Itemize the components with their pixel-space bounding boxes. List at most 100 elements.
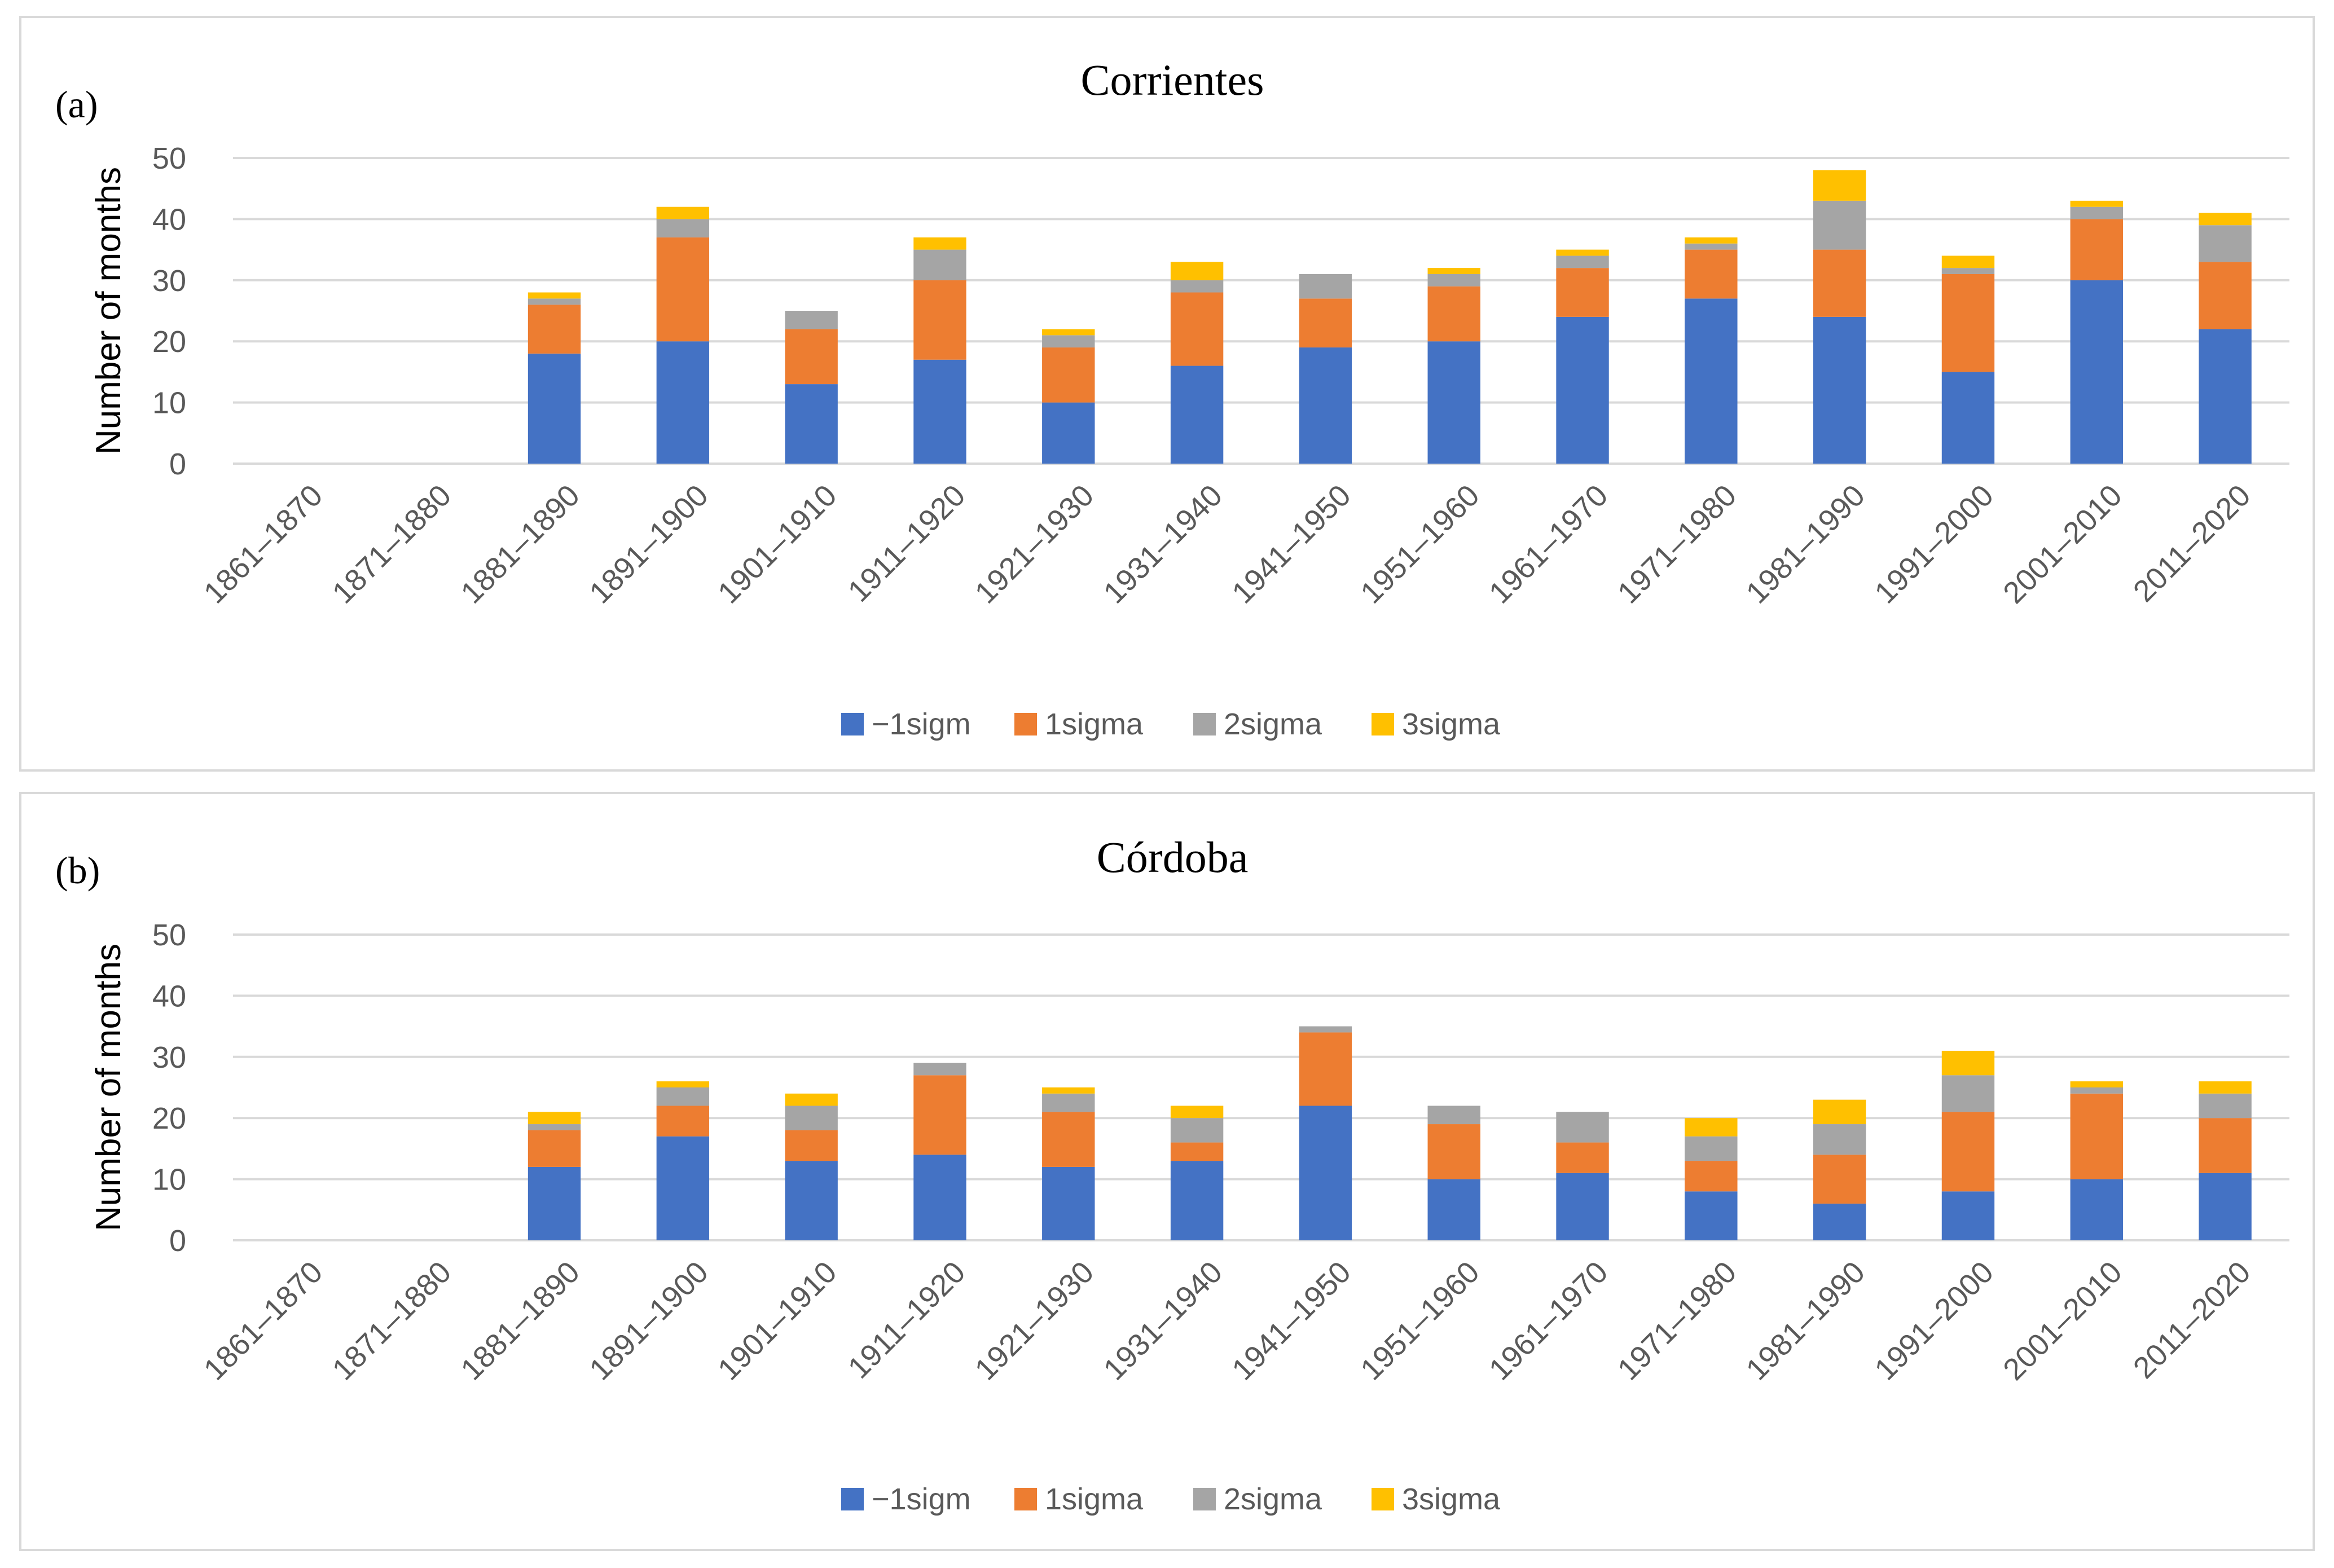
- y-axis-label: Number of months: [89, 167, 128, 455]
- bar-segment: [1427, 1124, 1480, 1179]
- bar-segment: [785, 1105, 838, 1130]
- legend-label: 2sigma: [1224, 707, 1322, 741]
- x-tick-label: 1941–1950: [1225, 478, 1357, 610]
- bar-segment: [913, 1063, 966, 1076]
- bar-segment: [2199, 1081, 2252, 1094]
- bar-segment: [1941, 1112, 1995, 1192]
- bar-segment: [2070, 1093, 2123, 1179]
- bar-segment: [2070, 1081, 2123, 1087]
- bar-segment: [1042, 1112, 1095, 1167]
- y-tick-label: 30: [152, 1041, 186, 1074]
- bar-segment: [1427, 268, 1480, 274]
- bar-segment: [1042, 1093, 1095, 1112]
- legend-item: −1sigm: [841, 1482, 971, 1516]
- legend-label: −1sigm: [872, 707, 971, 741]
- bar-segment: [1556, 249, 1609, 256]
- chart-panel-cordoba: 0 10 20 30 40 50 1861–1870 1871–1880 1881–1890 18…: [19, 792, 2315, 1551]
- y-tick-label: 20: [152, 1102, 186, 1135]
- y-tick-label: 40: [152, 979, 186, 1013]
- bar-segment: [528, 1166, 581, 1240]
- x-tick-label: 1981–1990: [1740, 478, 1872, 610]
- bar-segment: [2070, 219, 2123, 280]
- legend-label: 2sigma: [1224, 1482, 1322, 1516]
- bar-segment: [1813, 1099, 1866, 1125]
- x-tick-label: 2011–2020: [2127, 478, 2257, 609]
- bar-segment: [1042, 335, 1095, 348]
- bar-segment: [1427, 1179, 1480, 1240]
- legend-swatch: [1193, 1488, 1216, 1510]
- legend-swatch: [1014, 1488, 1037, 1510]
- x-tick-label: 1961–1970: [1483, 1255, 1615, 1387]
- legend-swatch: [841, 1488, 864, 1510]
- bar-segment: [656, 206, 710, 219]
- x-tick-label: 1981–1990: [1740, 1255, 1872, 1387]
- bar-segment: [1813, 200, 1866, 250]
- x-tick-label: 1971–1980: [1611, 478, 1743, 610]
- x-tick-label: 1911–1920: [842, 478, 972, 609]
- y-tick-label: 0: [169, 447, 186, 481]
- x-tick-label: 1891–1900: [583, 1255, 715, 1387]
- panel-label: (b): [55, 849, 100, 892]
- y-tick-label: 10: [152, 386, 186, 420]
- legend-item: 3sigma: [1372, 1482, 1501, 1516]
- legend-swatch: [841, 713, 864, 735]
- x-tick-label: 1961–1970: [1483, 478, 1615, 610]
- legend-item: 2sigma: [1193, 1482, 1322, 1516]
- bar-segment: [1685, 249, 1738, 299]
- x-tick-label: 1901–1910: [711, 1255, 843, 1387]
- chart-panel-corrientes: 0 10 20 30 40 50 1861–1870 1871–1880 1881–1890 18…: [19, 16, 2315, 772]
- bar-segment: [913, 237, 966, 250]
- legend-label: −1sigm: [872, 1482, 971, 1516]
- bar-segment: [1685, 298, 1738, 464]
- bar-segment: [656, 1081, 710, 1087]
- x-tick-label: 1861–1870: [197, 1255, 329, 1387]
- y-tick-label: 40: [152, 202, 186, 236]
- legend-label: 1sigma: [1045, 1482, 1144, 1516]
- bar-segment: [913, 249, 966, 280]
- bar-segment: [528, 305, 581, 354]
- y-tick-label: 50: [152, 918, 186, 952]
- bar-segment: [656, 341, 710, 464]
- bar-segment: [1042, 1087, 1095, 1094]
- chart-title: Córdoba: [1097, 833, 1249, 882]
- bar-segment: [656, 237, 710, 342]
- bar-segment: [1042, 1166, 1095, 1240]
- bar-segment: [1299, 1105, 1352, 1240]
- bar-segment: [785, 1130, 838, 1161]
- legend-item: −1sigm: [841, 707, 971, 741]
- bar-segment: [2070, 200, 2123, 207]
- x-tick-label: 1971–1980: [1611, 1255, 1743, 1387]
- bar-segment: [1170, 280, 1224, 293]
- x-tick-label: 1951–1960: [1354, 478, 1486, 610]
- x-tick-label: 1931–1940: [1097, 478, 1229, 610]
- bar-segment: [2070, 1179, 2123, 1240]
- y-tick-label: 30: [152, 264, 186, 298]
- bar-segment: [1170, 292, 1224, 366]
- bar-segment: [1427, 1105, 1480, 1125]
- bar-segment: [1299, 298, 1352, 348]
- bar-segment: [528, 1112, 581, 1125]
- bar-segment: [528, 1130, 581, 1167]
- bar-segment: [1813, 1155, 1866, 1204]
- x-tick-label: 2001–2010: [1997, 478, 2129, 610]
- x-tick-label: 1901–1910: [711, 478, 843, 610]
- legend-item: 1sigma: [1014, 1482, 1144, 1516]
- bar-segment: [913, 280, 966, 360]
- bar-segment: [656, 1087, 710, 1106]
- bar-segment: [1685, 1136, 1738, 1161]
- bar-segment: [528, 298, 581, 305]
- bar-segment: [1813, 1124, 1866, 1155]
- bar-segment: [2070, 280, 2123, 464]
- bar-segment: [1813, 249, 1866, 317]
- bar-segment: [1170, 262, 1224, 280]
- bar-segment: [1685, 243, 1738, 250]
- x-tick-label: 1881–1890: [454, 1255, 586, 1387]
- x-tick-label: 1921–1930: [969, 478, 1101, 610]
- y-tick-label: 10: [152, 1163, 186, 1197]
- bar-segment: [785, 329, 838, 385]
- bar-segment: [913, 359, 966, 464]
- x-tick-label: 1921–1930: [969, 1255, 1101, 1387]
- x-tick-label: 1881–1890: [454, 478, 586, 610]
- bar-segment: [2070, 206, 2123, 219]
- bar-segment: [528, 292, 581, 299]
